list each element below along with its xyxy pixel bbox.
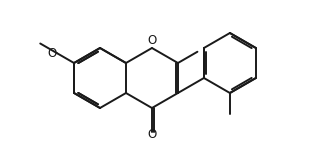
Text: O: O: [147, 128, 157, 141]
Text: O: O: [47, 47, 56, 60]
Text: O: O: [147, 33, 157, 46]
